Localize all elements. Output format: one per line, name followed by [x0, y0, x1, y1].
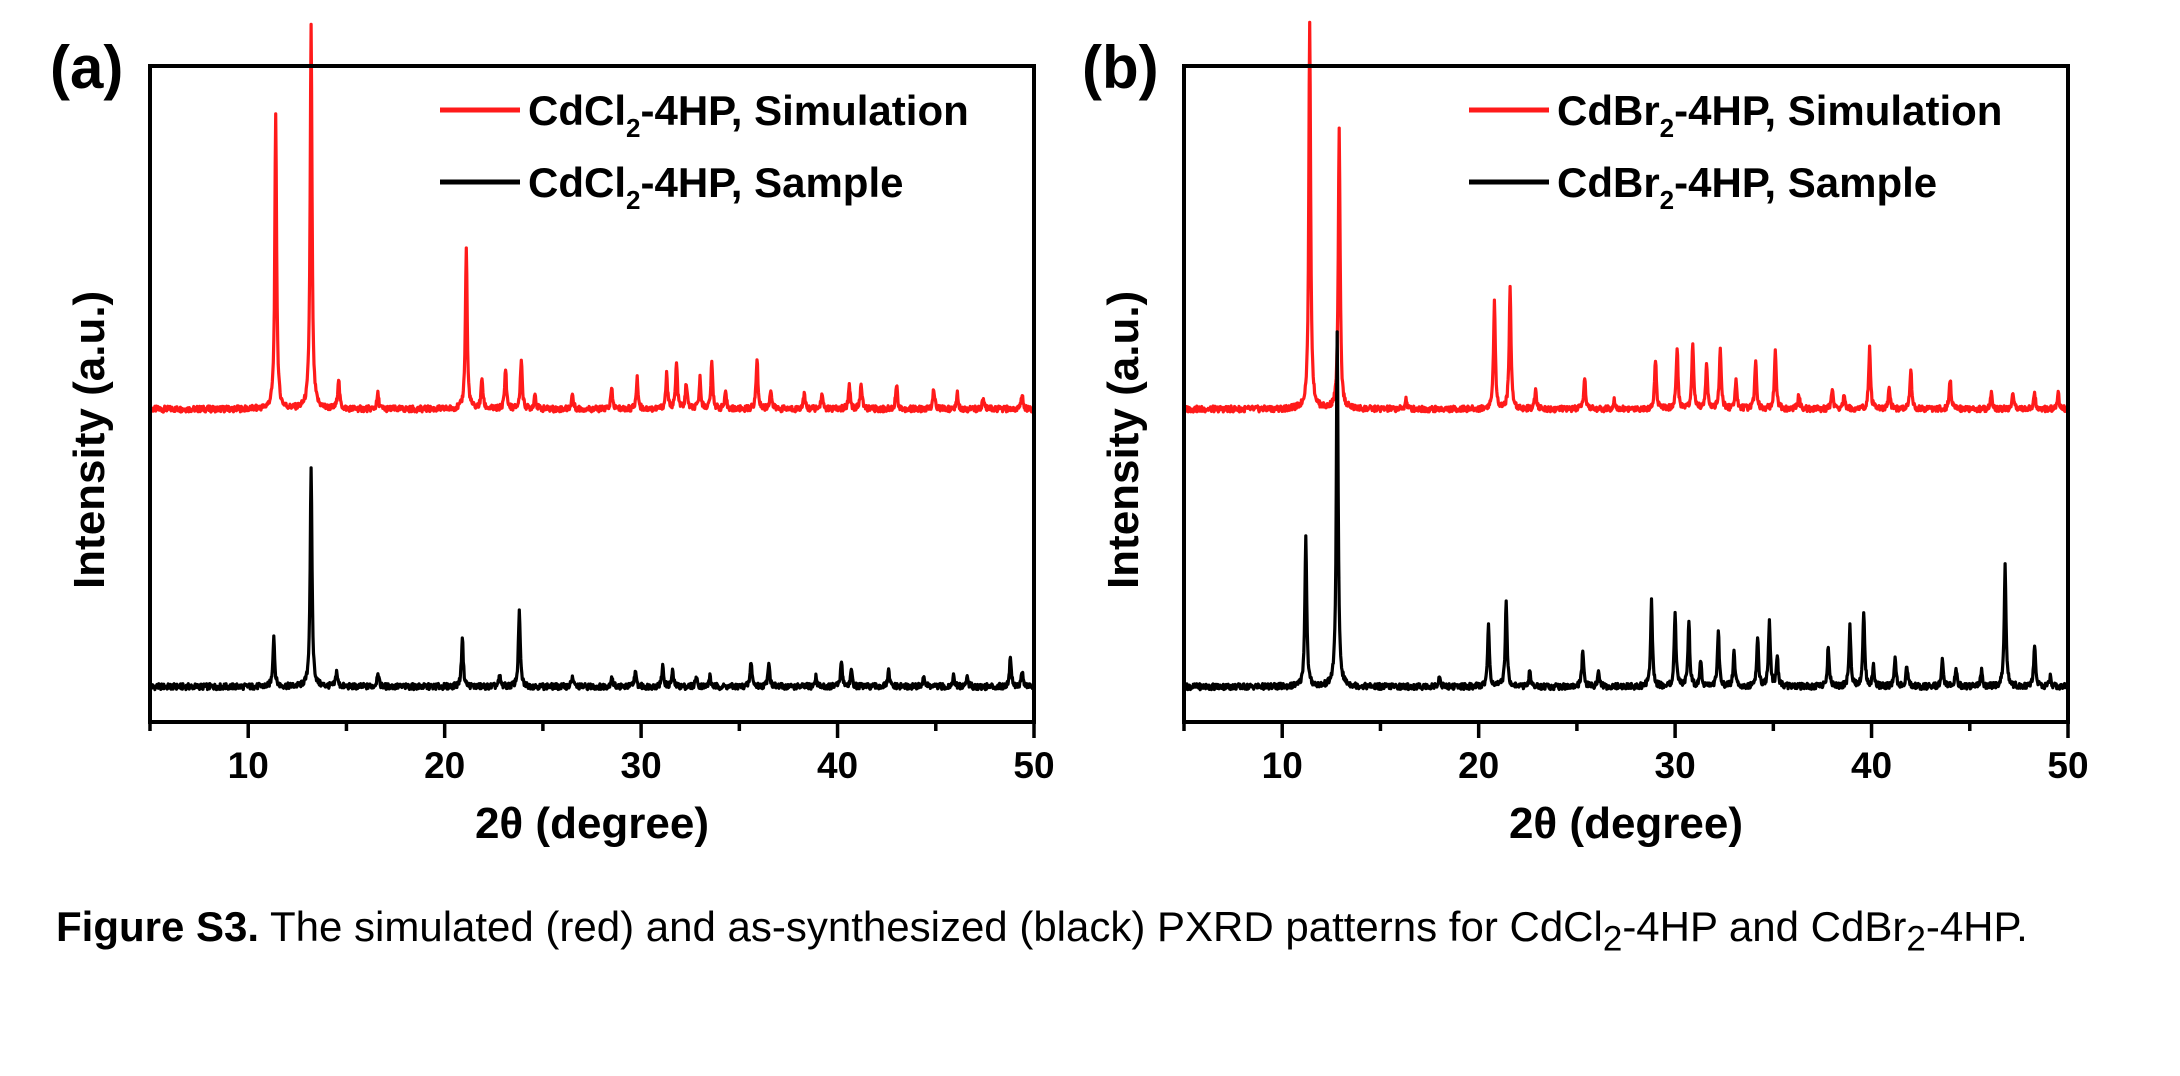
x-tick-label: 10	[228, 745, 269, 786]
x-tick-label: 10	[1262, 745, 1303, 786]
caption-label: Figure S3.	[56, 903, 260, 950]
figure-caption: Figure S3. The simulated (red) and as-sy…	[56, 892, 2136, 974]
series-line-sample	[1182, 330, 2070, 692]
legend: CdCl2-4HP, Simulation CdCl2-4HP, Sample	[440, 87, 969, 215]
y-axis-title: Intensity (a.u.)	[65, 291, 114, 589]
series-line-simulation	[148, 22, 1036, 414]
x-tick-label: 40	[817, 745, 858, 786]
plot-frame	[1182, 64, 2070, 724]
series-line-simulation	[1182, 20, 2070, 414]
legend-entry: CdBr2-4HP, Sample	[1557, 159, 1937, 215]
plot-frame	[148, 64, 1036, 724]
caption-sub-2: 2	[1906, 919, 1926, 959]
series-line-sample	[148, 466, 1036, 692]
legend: CdBr2-4HP, Simulation CdBr2-4HP, Sample	[1469, 87, 2002, 215]
x-tick-label: 30	[1655, 745, 1696, 786]
x-tick-label: 50	[2047, 745, 2088, 786]
x-tick-label: 40	[1851, 745, 1892, 786]
chart-panel-b: (b) 10 20 30 40 50 2θ (degree) Intensity (a.u.)…	[1082, 20, 2089, 848]
x-axis-title: 2θ (degree)	[475, 799, 709, 848]
x-axis-title: 2θ (degree)	[1509, 799, 1743, 848]
legend-entry: CdCl2-4HP, Simulation	[528, 87, 969, 143]
y-axis-title: Intensity (a.u.)	[1099, 291, 1148, 589]
chart-panel-a: (a) 10 20 30 40 50 2θ (degree) Intensity (a.u.)…	[50, 22, 1055, 848]
panel-label: (a)	[50, 34, 123, 101]
legend-entry: CdBr2-4HP, Simulation	[1557, 87, 2002, 143]
caption-text-2: -4HP and CdBr	[1622, 903, 1907, 950]
figure: (a) 10 20 30 40 50 2θ (degree) Intensity (a.u.)…	[50, 20, 2089, 848]
x-tick-label: 20	[1458, 745, 1499, 786]
x-tick-label: 20	[424, 745, 465, 786]
x-tick-label: 50	[1013, 745, 1054, 786]
legend-entry: CdCl2-4HP, Sample	[528, 159, 903, 215]
x-tick-label: 30	[621, 745, 662, 786]
panel-label: (b)	[1082, 34, 1159, 101]
caption-sub-1: 2	[1602, 919, 1623, 959]
caption-text-1: The simulated (red) and as-synthesized (…	[259, 903, 1603, 950]
caption-text-3: -4HP.	[1925, 903, 2028, 950]
